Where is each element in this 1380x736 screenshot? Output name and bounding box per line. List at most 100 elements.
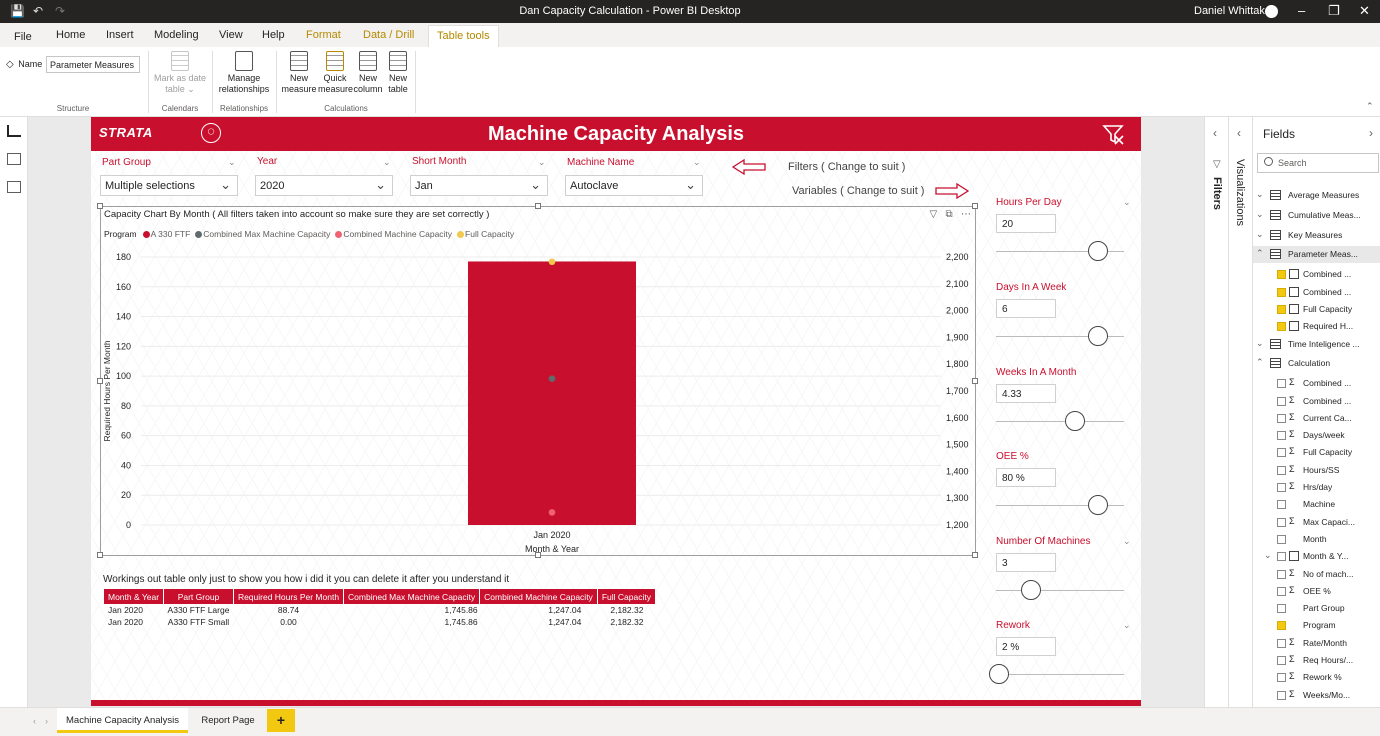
fields-search-input[interactable]: Search	[1257, 153, 1379, 173]
focus-mode-icon[interactable]: ⧉	[945, 209, 953, 220]
chevron-down-icon[interactable]: ⌄	[1264, 550, 1272, 561]
field-table[interactable]: ⌃ Calculation	[1256, 357, 1331, 369]
legend-item[interactable]: Combined Max Machine Capacity	[203, 229, 331, 239]
chevron-up-icon[interactable]: ⌃	[1256, 248, 1264, 259]
weeks-in-month-input[interactable]: 4.33	[996, 384, 1056, 403]
field-checkbox[interactable]	[1277, 500, 1286, 510]
chevron-down-icon[interactable]: ⌄	[1256, 228, 1264, 239]
filters-pane[interactable]: ‹ ▽ Filters	[1204, 117, 1228, 707]
chevron-down-icon[interactable]: ⌄	[1123, 620, 1131, 630]
field-checkbox[interactable]	[1277, 322, 1286, 332]
clear-filters-icon[interactable]	[1102, 123, 1124, 145]
menu-insert[interactable]: Insert	[106, 29, 134, 41]
field-checkbox[interactable]	[1277, 517, 1286, 527]
chevron-down-icon[interactable]: ⌄	[1256, 337, 1264, 348]
model-view-icon[interactable]	[7, 181, 21, 193]
resize-handle[interactable]	[97, 203, 103, 209]
restore-icon[interactable]: ❐	[1328, 3, 1340, 18]
mark-as-date-table-button[interactable]: Mark as date table ⌄	[152, 51, 208, 95]
slicer-short-month[interactable]: Jan ⌄	[410, 175, 548, 196]
minimize-icon[interactable]: –	[1298, 3, 1306, 18]
legend-item[interactable]: Combined Machine Capacity	[343, 229, 453, 239]
rework-input[interactable]: 2 %	[996, 637, 1056, 656]
chevron-left-icon[interactable]: ‹	[33, 716, 36, 726]
chevron-up-icon[interactable]: ⌃	[1256, 357, 1264, 368]
field-item[interactable]: Σ OEE %	[1253, 583, 1380, 600]
tab-machine-capacity-analysis[interactable]: Machine Capacity Analysis	[57, 708, 188, 733]
days-in-week-slider[interactable]	[1088, 326, 1109, 346]
field-item[interactable]: Required H...	[1253, 318, 1380, 335]
field-item[interactable]: Σ Weeks/Mo...	[1253, 687, 1380, 704]
chevron-left-icon[interactable]: ‹	[1237, 126, 1241, 140]
resize-handle[interactable]	[535, 203, 541, 209]
menu-help[interactable]: Help	[262, 29, 285, 41]
field-item[interactable]: Σ Hours/SS	[1253, 462, 1380, 479]
field-checkbox[interactable]	[1277, 396, 1286, 406]
field-checkbox[interactable]	[1277, 448, 1286, 458]
field-item[interactable]: Program	[1253, 617, 1380, 634]
menu-view[interactable]: View	[219, 29, 243, 41]
chevron-down-icon[interactable]: ⌄	[228, 157, 236, 167]
chevron-right-icon[interactable]: ›	[45, 716, 48, 726]
field-checkbox[interactable]	[1277, 552, 1286, 562]
redo-icon[interactable]: ↷	[55, 4, 66, 18]
slider-track[interactable]	[996, 421, 1124, 422]
oee-slider[interactable]	[1088, 495, 1109, 515]
slicer-part-group[interactable]: Multiple selections ⌄	[100, 175, 238, 196]
report-view-icon[interactable]	[7, 125, 21, 137]
undo-icon[interactable]: ↶	[33, 4, 44, 18]
slider-track[interactable]	[996, 336, 1124, 337]
field-checkbox[interactable]	[1277, 413, 1286, 423]
field-checkbox[interactable]	[1277, 673, 1286, 683]
visualizations-pane[interactable]: ‹ Visualizations	[1228, 117, 1252, 707]
chevron-down-icon[interactable]: ⌄	[1123, 536, 1131, 546]
field-table[interactable]: ⌄ Key Measures	[1256, 228, 1343, 240]
collapse-ribbon-icon[interactable]: ⌃	[1366, 101, 1374, 111]
field-checkbox[interactable]	[1277, 569, 1286, 579]
field-item[interactable]: Combined ...	[1253, 266, 1380, 283]
field-item[interactable]: Machine	[1253, 496, 1380, 513]
chevron-down-icon[interactable]: ⌄	[1256, 208, 1264, 219]
data-view-icon[interactable]	[7, 153, 21, 165]
resize-handle[interactable]	[535, 552, 541, 558]
chevron-down-icon[interactable]: ⌄	[538, 157, 546, 167]
field-table[interactable]: ⌃ Parameter Meas...	[1253, 246, 1380, 264]
field-item[interactable]: Σ No of mach...	[1253, 566, 1380, 583]
table-header[interactable]: Part Group	[163, 589, 234, 604]
chevron-left-icon[interactable]: ‹	[1213, 126, 1217, 140]
slider-track[interactable]	[996, 251, 1124, 252]
number-of-machines-input[interactable]: 3	[996, 553, 1056, 572]
new-measure-button[interactable]: New measure	[280, 51, 318, 95]
slider-track[interactable]	[996, 505, 1124, 506]
field-checkbox[interactable]	[1277, 534, 1286, 544]
rework-slider[interactable]	[988, 664, 1009, 684]
field-table[interactable]: ⌄ Time Inteligence ...	[1256, 337, 1360, 349]
field-table[interactable]: ⌄ Cumulative Meas...	[1256, 208, 1361, 220]
field-item[interactable]: Month	[1253, 531, 1380, 548]
field-item[interactable]: Σ Full Capacity	[1253, 444, 1380, 461]
field-checkbox[interactable]	[1277, 638, 1286, 648]
new-table-button[interactable]: New table	[384, 51, 412, 95]
hours-per-day-input[interactable]: 20	[996, 214, 1056, 233]
field-checkbox[interactable]	[1277, 465, 1286, 475]
resize-handle[interactable]	[97, 378, 103, 384]
legend-item[interactable]: A 330 FTF	[150, 229, 191, 239]
field-item[interactable]: Σ Current Ca...	[1253, 410, 1380, 427]
field-checkbox[interactable]	[1277, 431, 1286, 441]
avatar[interactable]	[1265, 5, 1278, 18]
field-item[interactable]: Σ Hrs/day	[1253, 479, 1380, 496]
quick-measure-button[interactable]: Quick measure	[318, 51, 353, 95]
slicer-year[interactable]: 2020 ⌄	[255, 175, 393, 196]
menu-format[interactable]: Format	[306, 29, 341, 41]
manage-relationships-button[interactable]: Manage relationships	[216, 51, 272, 95]
field-checkbox[interactable]	[1277, 305, 1286, 314]
filters-label[interactable]: Filters	[1211, 177, 1223, 211]
field-item[interactable]: Σ Rate/Month	[1253, 635, 1380, 652]
field-item[interactable]: Part Group	[1253, 600, 1380, 617]
table-header[interactable]: Full Capacity	[597, 589, 656, 604]
chevron-down-icon[interactable]: ⌄	[383, 157, 391, 167]
field-item[interactable]: Σ Req Hours/...	[1253, 652, 1380, 669]
chevron-down-icon[interactable]: ⌄	[1123, 197, 1131, 207]
field-checkbox[interactable]	[1277, 621, 1286, 631]
field-item[interactable]: Σ Combined ...	[1253, 393, 1380, 410]
